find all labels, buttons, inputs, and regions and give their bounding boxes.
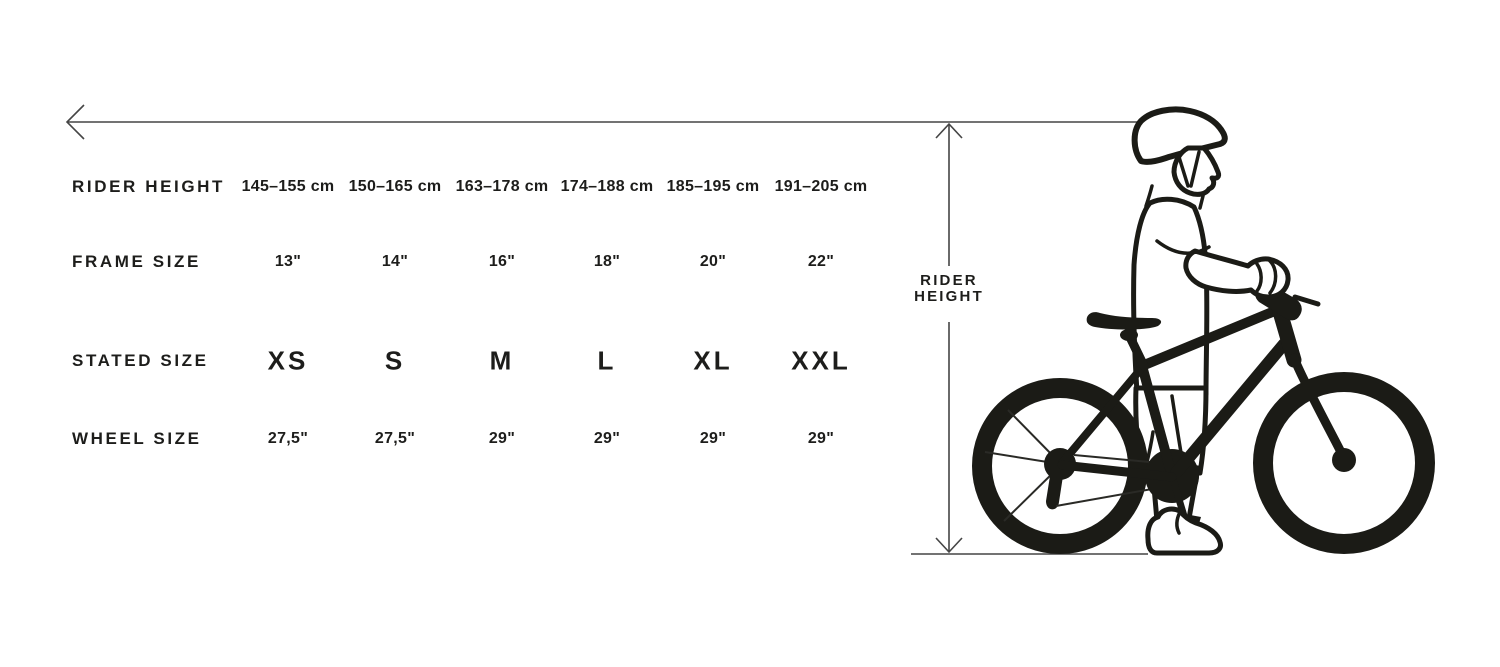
wheel-size-value-3: 29" (488, 430, 516, 447)
wheel-size-value-2: 27,5" (374, 430, 416, 447)
rear-wheel (972, 378, 1148, 554)
rider-helmet-strap (1177, 150, 1201, 188)
rider-height-value-2: 150–165 cm (348, 178, 442, 195)
rider-height-value-5: 185–195 cm (666, 178, 760, 195)
brake-lever (1292, 294, 1321, 307)
row-label-wheel-size: WHEEL SIZE (72, 429, 202, 448)
rider-arm (1183, 248, 1291, 300)
stated-size-value-3: M (489, 345, 515, 376)
rider-face (1171, 145, 1222, 197)
rider-ankle-line (1175, 510, 1182, 535)
row-label-stated-size: STATED SIZE (72, 351, 209, 370)
stated-size-value-6: XXL (791, 345, 851, 376)
front-wheel (1253, 372, 1435, 554)
stated-size-value-5: XL (693, 345, 733, 376)
rider-height-value-3: 163–178 cm (455, 178, 549, 195)
frame-size-value-3: 16" (488, 253, 516, 270)
saddle-clamp (1120, 329, 1138, 341)
row-label-rider-height: RIDER HEIGHT (72, 177, 226, 196)
crank-arm (1168, 472, 1188, 520)
rider-height-vertical-arrow (935, 122, 963, 554)
frame-size-value-6: 22" (807, 253, 835, 270)
rider-height-value-4: 174–188 cm (560, 178, 654, 195)
rider-fingers (1255, 259, 1278, 295)
rider-shoe (1145, 506, 1223, 556)
front-hub (1332, 448, 1356, 472)
rider-neck (1144, 184, 1205, 210)
seat-stay (1058, 366, 1144, 467)
rider-height-horizontal-line (65, 104, 1137, 140)
row-label-frame-size: FRAME SIZE (72, 252, 201, 271)
saddle (1086, 312, 1162, 330)
seat-tube (1136, 357, 1177, 481)
top-tube (1137, 305, 1282, 371)
wheel-size-value-5: 29" (699, 430, 727, 447)
wheel-size-value-1: 27,5" (267, 430, 309, 447)
rider-foreground (1145, 248, 1321, 556)
rider-helmet (1131, 106, 1228, 165)
stated-size-value-2: S (384, 345, 406, 376)
frame-size-value-2: 14" (381, 253, 409, 270)
rider-height-measure-label: RIDER HEIGHT (889, 273, 1009, 305)
chain (1055, 454, 1153, 507)
stated-size-value-1: XS (267, 345, 309, 376)
fork (1289, 353, 1348, 461)
wheel-size-value-6: 29" (807, 430, 835, 447)
rider-height-label-line1: RIDER (920, 272, 978, 289)
rider-height-value-1: 145–155 cm (241, 178, 335, 195)
frame-size-value-5: 20" (699, 253, 727, 270)
frame-size-value-1: 13" (274, 253, 302, 270)
rider-sleeve-hem (1155, 239, 1211, 255)
down-tube (1170, 338, 1290, 479)
chain-stay (1057, 460, 1177, 482)
rear-derailleur (1046, 476, 1063, 510)
frame-size-value-4: 18" (593, 253, 621, 270)
stated-size-value-4: L (597, 345, 617, 376)
rider-height-label-line2: HEIGHT (914, 288, 984, 305)
bike-illustration (972, 282, 1435, 554)
rider-height-value-6: 191–205 cm (774, 178, 868, 195)
wheel-size-value-4: 29" (593, 430, 621, 447)
